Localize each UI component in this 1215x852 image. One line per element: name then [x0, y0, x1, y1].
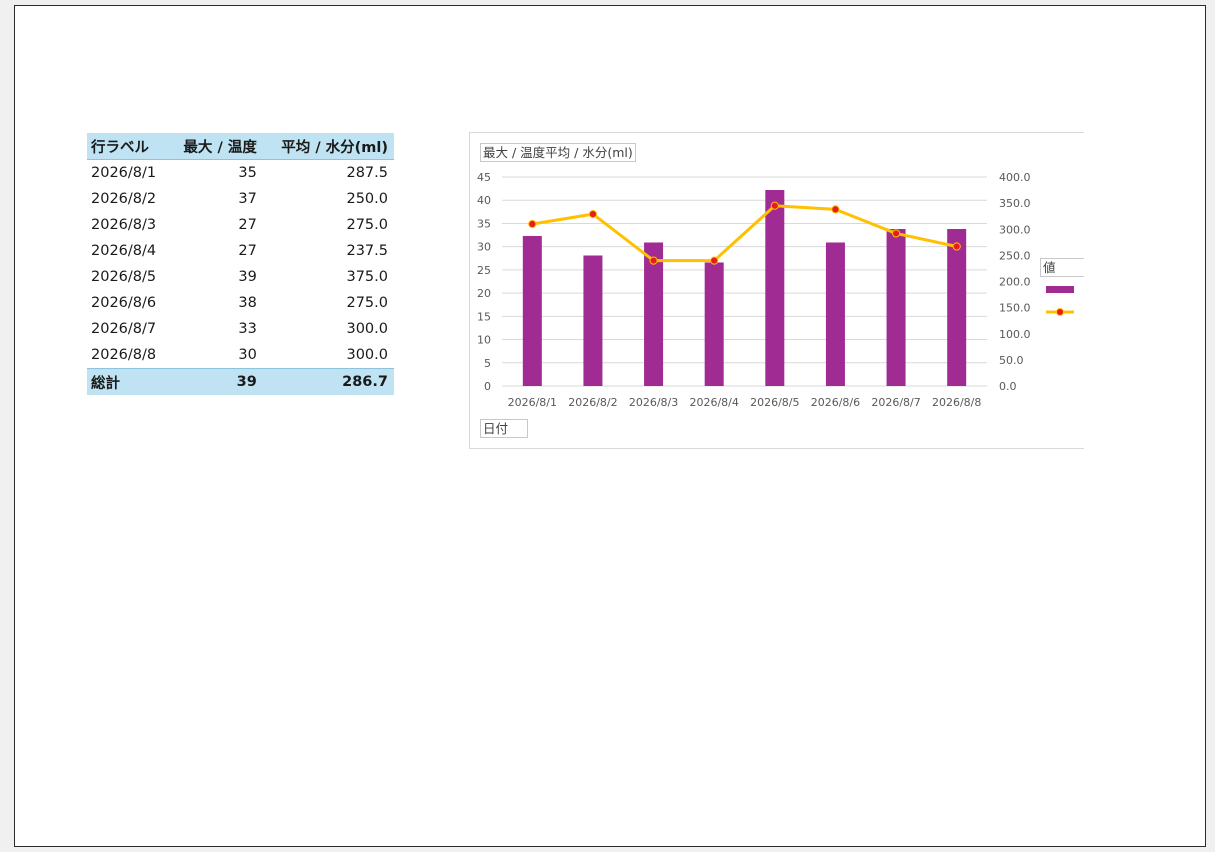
y2-tick-label: 50.0 [999, 354, 1024, 367]
row-max-temperature[interactable]: 27 [238, 217, 257, 233]
row-max-temperature[interactable]: 37 [238, 191, 257, 207]
row-average-water[interactable]: 287.5 [346, 165, 388, 181]
legend-line-marker [1056, 308, 1064, 316]
x-tick-label: 2026/8/6 [811, 396, 860, 409]
header-average-water[interactable]: 平均 / 水分(ml) [262, 133, 394, 160]
row-average-water[interactable]: 237.5 [346, 243, 388, 259]
x-tick-label: 2026/8/3 [629, 396, 678, 409]
y-tick-label: 45 [477, 171, 491, 184]
pivot-chart[interactable]: 0 5 10 15 20 25 30 35 40 45 0.0 50.0 100.0 150.0 200.0… [469, 132, 1084, 449]
x-tick-label: 2026/8/1 [508, 396, 557, 409]
y-tick-label: 10 [477, 334, 491, 347]
legend-field-button[interactable]: 値 [1040, 258, 1084, 277]
pivot-row: 2026/8/2 37 250.0 [87, 186, 394, 212]
line-point [588, 209, 598, 219]
y2-tick-label: 200.0 [999, 276, 1031, 289]
line-point [770, 201, 779, 210]
total-max-temperature[interactable]: 39 [169, 368, 263, 395]
row-max-temperature[interactable]: 30 [238, 347, 257, 363]
bar [583, 255, 603, 386]
chart-plot: 0 5 10 15 20 25 30 35 40 45 0.0 50.0 100.0 150.0 200.0… [477, 171, 1074, 409]
row-average-water[interactable]: 300.0 [346, 347, 388, 363]
y-tick-label: 40 [477, 194, 491, 207]
line-point [649, 256, 658, 265]
total-label[interactable]: 総計 [87, 368, 170, 395]
y-tick-label: 0 [484, 380, 491, 393]
bar [765, 190, 785, 386]
bar [522, 235, 542, 386]
x-tick-label: 2026/8/4 [689, 396, 738, 409]
line-point [831, 205, 840, 214]
worksheet-page: 行ラベル 最大 / 温度 平均 / 水分(ml) 2026/8/1 35 287.5… [14, 5, 1206, 847]
y2-tick-label: 150.0 [999, 302, 1031, 315]
y2-tick-label: 350.0 [999, 197, 1031, 210]
row-max-temperature[interactable]: 38 [238, 295, 257, 311]
row-max-temperature[interactable]: 33 [238, 321, 257, 337]
line-point [710, 256, 719, 265]
pivot-row: 2026/8/3 27 275.0 [87, 212, 394, 238]
row-max-temperature[interactable]: 39 [238, 269, 257, 285]
bar [947, 229, 967, 386]
y-tick-label: 15 [477, 310, 491, 323]
row-max-temperature[interactable]: 35 [238, 165, 257, 181]
pivot-body: 2026/8/1 35 287.5 2026/8/2 37 250.0 2026/8/3 27… [87, 160, 394, 369]
y-tick-label: 20 [477, 287, 491, 300]
row-average-water[interactable]: 375.0 [346, 269, 388, 285]
axis-field-button[interactable]: 日付 [480, 419, 528, 438]
bar [886, 229, 906, 386]
values-field-button[interactable]: 最大 / 温度平均 / 水分(ml) [480, 143, 636, 162]
row-max-temperature[interactable]: 27 [238, 243, 257, 259]
line-point [952, 242, 961, 251]
row-average-water[interactable]: 275.0 [346, 295, 388, 311]
pivot-row: 2026/8/6 38 275.0 [87, 290, 394, 316]
pivot-row: 2026/8/7 33 300.0 [87, 316, 394, 342]
row-label[interactable]: 2026/8/8 [91, 347, 157, 363]
line-series [532, 204, 958, 263]
pivot-row: 2026/8/5 39 375.0 [87, 264, 394, 290]
y2-tick-label: 0.0 [999, 380, 1017, 393]
header-row-labels[interactable]: 行ラベル [87, 133, 170, 160]
y-tick-label: 30 [477, 241, 491, 254]
pivot-table: 行ラベル 最大 / 温度 平均 / 水分(ml) 2026/8/1 35 287.5… [87, 133, 394, 395]
row-average-water[interactable]: 300.0 [346, 321, 388, 337]
row-average-water[interactable]: 250.0 [346, 191, 388, 207]
bar [825, 242, 845, 386]
x-tick-label: 2026/8/5 [750, 396, 799, 409]
row-label[interactable]: 2026/8/2 [91, 191, 157, 207]
legend-bar-swatch [1046, 286, 1074, 293]
row-label[interactable]: 2026/8/7 [91, 321, 157, 337]
row-label[interactable]: 2026/8/6 [91, 295, 157, 311]
pivot-row: 2026/8/1 35 287.5 [87, 160, 394, 187]
line-point [891, 229, 901, 238]
row-label[interactable]: 2026/8/4 [91, 243, 157, 259]
y2-tick-label: 100.0 [999, 328, 1031, 341]
pivot-row: 2026/8/8 30 300.0 [87, 342, 394, 369]
row-label[interactable]: 2026/8/5 [91, 269, 157, 285]
y-tick-label: 35 [477, 217, 491, 230]
pivot-row: 2026/8/4 27 237.5 [87, 238, 394, 264]
y-tick-label: 25 [477, 264, 491, 277]
y2-tick-label: 400.0 [999, 171, 1031, 184]
row-label[interactable]: 2026/8/1 [91, 165, 157, 181]
x-tick-label: 2026/8/2 [568, 396, 617, 409]
bar [704, 262, 724, 386]
header-max-temperature[interactable]: 最大 / 温度 [169, 133, 263, 160]
pivot-total-row: 総計 39 286.7 [87, 368, 394, 395]
x-tick-label: 2026/8/8 [932, 396, 981, 409]
row-average-water[interactable]: 275.0 [346, 217, 388, 233]
y-tick-label: 5 [484, 357, 491, 370]
row-label[interactable]: 2026/8/3 [91, 217, 157, 233]
line-point [528, 219, 537, 229]
bar [644, 242, 664, 386]
y2-tick-label: 250.0 [999, 249, 1031, 262]
y2-tick-label: 300.0 [999, 223, 1031, 236]
x-tick-label: 2026/8/7 [871, 396, 920, 409]
total-average-water[interactable]: 286.7 [262, 368, 394, 395]
pivot-header-row: 行ラベル 最大 / 温度 平均 / 水分(ml) [87, 133, 394, 160]
